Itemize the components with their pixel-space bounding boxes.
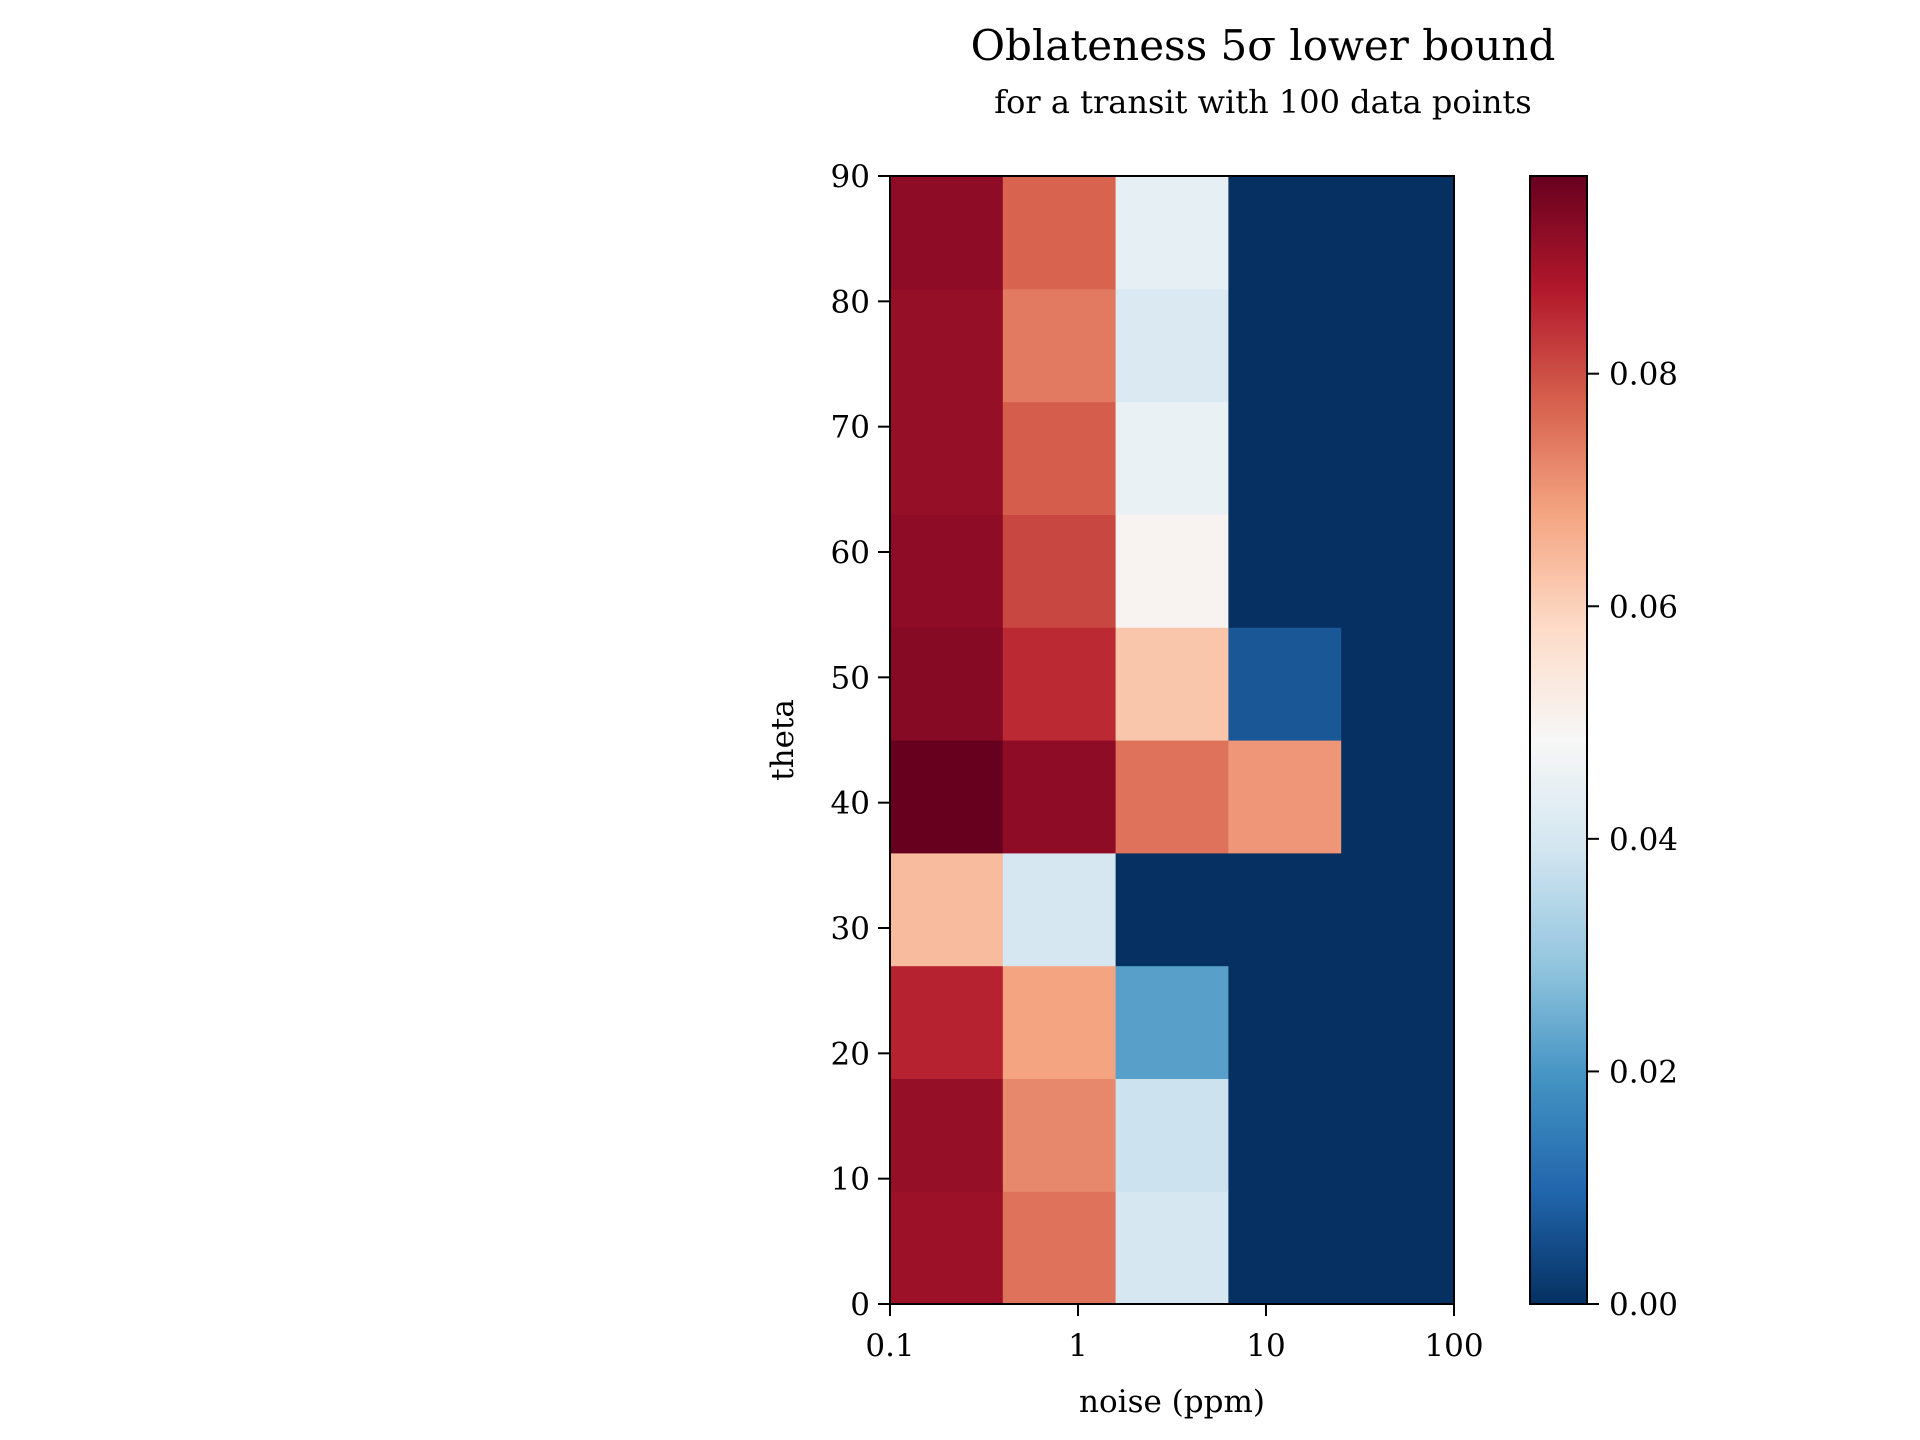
- heatmap-cell: [1115, 627, 1229, 741]
- x-axis-label: noise (ppm): [1079, 1384, 1265, 1420]
- y-tick-label: 90: [831, 159, 870, 195]
- colorbar-tick-label: 0.04: [1609, 822, 1678, 858]
- y-tick-label: 10: [831, 1162, 870, 1198]
- x-axis-ticks: 0.1 1 10 100: [865, 1304, 1484, 1364]
- heatmap-cell: [890, 176, 1004, 290]
- x-tick-label: 100: [1424, 1328, 1483, 1364]
- heatmap-cell: [1002, 1191, 1117, 1305]
- plot-frame: [889, 175, 1455, 1305]
- heatmap-cell: [890, 740, 1004, 854]
- heatmap-cell: [1341, 1078, 1455, 1192]
- heatmap-cell: [890, 965, 1004, 1079]
- heatmap-cell: [1002, 288, 1117, 403]
- heatmap-cell: [1115, 514, 1229, 628]
- heatmap-cells: [890, 176, 1455, 1305]
- heatmap-cell: [1341, 852, 1455, 967]
- colorbar-tick-label: 0.06: [1609, 589, 1678, 625]
- y-tick-label: 70: [831, 410, 870, 446]
- heatmap-cell: [1002, 176, 1117, 290]
- heatmap-cell: [890, 852, 1004, 967]
- y-tick-label: 80: [831, 284, 870, 320]
- colorbar-tick-label: 0.08: [1609, 357, 1678, 393]
- heatmap-cell: [890, 1191, 1004, 1305]
- heatmap-cell: [1341, 627, 1455, 741]
- chart-title: Oblateness 5σ lower bound: [971, 21, 1556, 70]
- heatmap-cell: [1115, 401, 1229, 515]
- heatmap-cell: [1228, 1078, 1342, 1192]
- heatmap-cell: [1002, 401, 1117, 515]
- heatmap-cell: [1002, 514, 1117, 628]
- heatmap-cell: [1002, 740, 1117, 854]
- x-tick-label: 10: [1246, 1328, 1285, 1364]
- heatmap-cell: [1115, 740, 1229, 854]
- y-tick-label: 0: [850, 1287, 870, 1323]
- heatmap-cell: [1341, 288, 1455, 403]
- y-tick-label: 30: [831, 911, 870, 947]
- chart-subtitle: for a transit with 100 data points: [994, 83, 1531, 121]
- x-tick-label: 0.1: [865, 1328, 914, 1364]
- heatmap-cell: [1341, 1191, 1455, 1305]
- y-tick-label: 20: [831, 1036, 870, 1072]
- heatmap-cell: [1115, 176, 1229, 290]
- heatmap-cell: [1002, 1078, 1117, 1192]
- heatmap-cell: [1228, 288, 1342, 403]
- colorbar-ticks: 0.00 0.02 0.04 0.06 0.08: [1587, 357, 1678, 1323]
- heatmap-cell: [1341, 401, 1455, 515]
- heatmap-cell: [890, 627, 1004, 741]
- heatmap-cell: [1341, 965, 1455, 1079]
- heatmap-cell: [890, 1078, 1004, 1192]
- heatmap-cell: [1002, 627, 1117, 741]
- heatmap-cell: [1115, 965, 1229, 1079]
- y-axis-label: theta: [765, 699, 801, 781]
- y-tick-label: 40: [831, 786, 870, 822]
- heatmap-cell: [890, 288, 1004, 403]
- y-axis-ticks: 0 10 20 30 40 50 60 70 80 90: [831, 159, 890, 1323]
- heatmap-cell: [1228, 1191, 1342, 1305]
- x-tick-label: 1: [1068, 1328, 1088, 1364]
- heatmap-cell: [1228, 176, 1342, 290]
- heatmap-cell: [1228, 627, 1342, 741]
- heatmap-cell: [1228, 852, 1342, 967]
- colorbar-tick-label: 0.00: [1609, 1287, 1678, 1323]
- heatmap-cell: [1228, 514, 1342, 628]
- y-tick-label: 50: [831, 660, 870, 696]
- heatmap-cell: [890, 401, 1004, 515]
- heatmap-cell: [1228, 401, 1342, 515]
- heatmap-cell: [1115, 1078, 1229, 1192]
- heatmap-cell: [1115, 852, 1229, 967]
- colorbar: [1529, 175, 1588, 1305]
- heatmap-cell: [1002, 965, 1117, 1079]
- heatmap-cell: [1341, 740, 1455, 854]
- colorbar-tick-label: 0.02: [1609, 1054, 1678, 1090]
- heatmap-cell: [1341, 176, 1455, 290]
- heatmap-cell: [1115, 288, 1229, 403]
- heatmap-cell: [1002, 852, 1117, 967]
- heatmap-cell: [1115, 1191, 1229, 1305]
- y-tick-label: 60: [831, 535, 870, 571]
- heatmap-cell: [1341, 514, 1455, 628]
- heatmap-cell: [1228, 740, 1342, 854]
- heatmap-cell: [890, 514, 1004, 628]
- heatmap-cell: [1228, 965, 1342, 1079]
